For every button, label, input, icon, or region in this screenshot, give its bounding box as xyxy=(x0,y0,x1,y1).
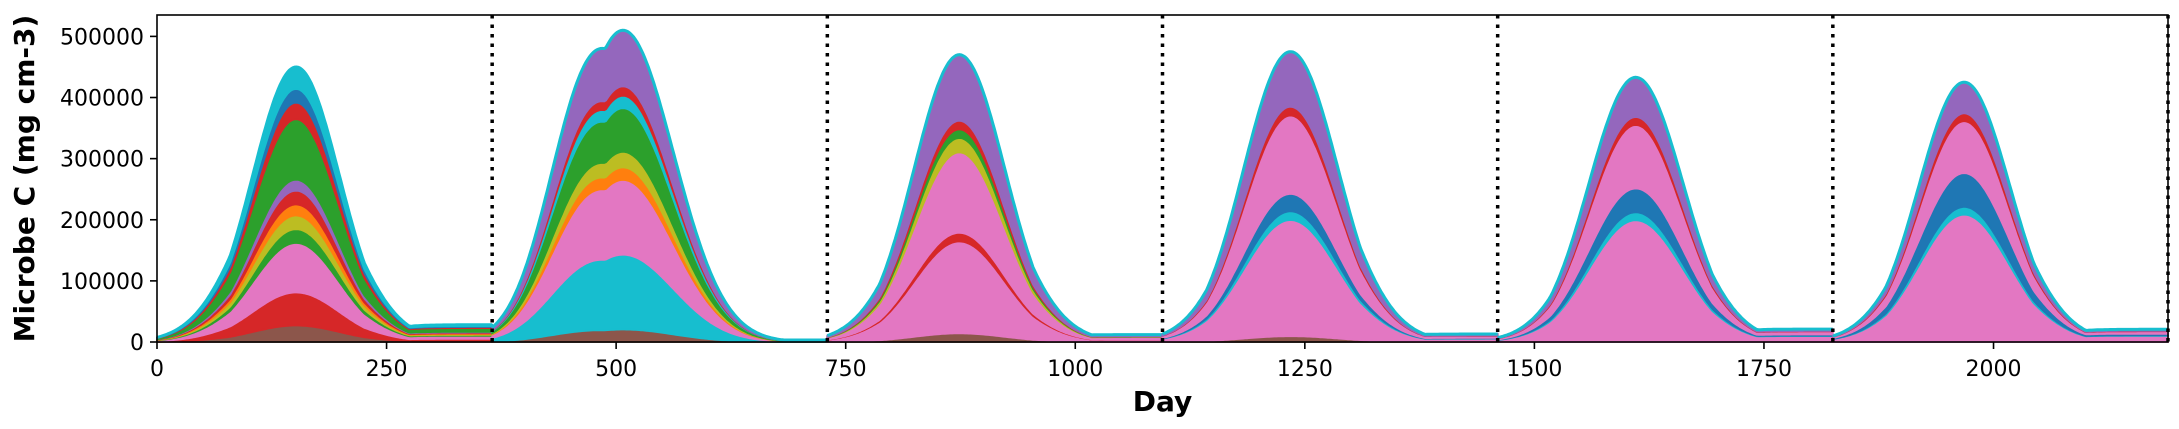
area-year6-outline xyxy=(1832,80,2168,338)
y-axis-ticks: 0 100000 200000 300000 400000 500000 xyxy=(60,25,157,356)
y-axis-label: Microbe C (mg cm-3) xyxy=(8,15,41,343)
y-tick-label: 200000 xyxy=(60,209,144,234)
x-axis-label: Day xyxy=(1133,385,1193,418)
y-tick-label: 500000 xyxy=(60,25,144,50)
area-year3-outline xyxy=(826,53,1163,337)
x-tick-label: 0 xyxy=(150,357,164,382)
x-tick-label: 750 xyxy=(825,357,867,382)
plot-frame xyxy=(156,14,2169,343)
x-tick-label: 1500 xyxy=(1506,357,1562,382)
x-tick-label: 1000 xyxy=(1047,357,1103,382)
x-tick-label: 2000 xyxy=(1966,357,2022,382)
y-tick-label: 100000 xyxy=(60,270,144,295)
area-year1-outline xyxy=(156,65,493,339)
y-tick-label: 400000 xyxy=(60,87,144,112)
area-year4-outline xyxy=(1161,50,1498,336)
area-year5-outline xyxy=(1497,75,1833,340)
x-tick-label: 250 xyxy=(366,357,408,382)
y-tick-label: 300000 xyxy=(60,148,144,173)
x-axis-ticks: 0 250 500 750 1000 1250 1500 1750 2000 xyxy=(150,342,2022,382)
x-tick-label: 1250 xyxy=(1277,357,1333,382)
area-year2-outline xyxy=(491,28,828,342)
x-tick-label: 500 xyxy=(595,357,637,382)
y-tick-label: 0 xyxy=(130,331,144,356)
x-tick-label: 1750 xyxy=(1736,357,1792,382)
